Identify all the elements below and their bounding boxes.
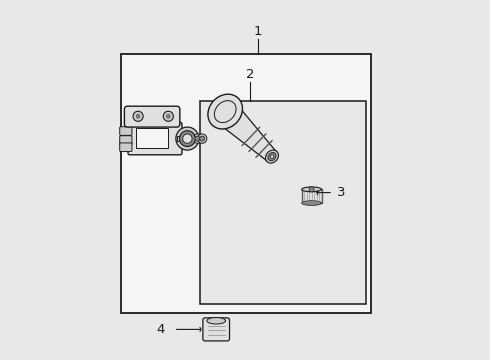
Circle shape [197,134,207,143]
Circle shape [183,134,192,143]
Bar [121,54,371,313]
Circle shape [163,111,173,121]
Circle shape [193,134,202,143]
FancyBboxPatch shape [203,318,229,341]
FancyBboxPatch shape [120,127,132,135]
Ellipse shape [268,153,276,161]
FancyBboxPatch shape [128,122,182,155]
Ellipse shape [266,150,278,163]
Polygon shape [130,124,180,153]
Bar [302,189,321,203]
Circle shape [195,136,200,141]
Text: 3: 3 [337,186,345,199]
Text: 1: 1 [253,25,262,38]
Bar [136,128,169,148]
Circle shape [133,111,143,121]
Ellipse shape [270,155,274,158]
Ellipse shape [207,318,225,324]
Bar [200,101,366,304]
FancyBboxPatch shape [124,106,180,127]
Circle shape [167,114,170,118]
Circle shape [179,131,196,147]
Text: 2: 2 [246,68,255,81]
Ellipse shape [208,94,243,129]
Polygon shape [216,102,276,161]
FancyBboxPatch shape [120,136,132,144]
Circle shape [199,136,205,141]
FancyBboxPatch shape [120,143,132,152]
Polygon shape [126,113,180,124]
Ellipse shape [302,201,321,206]
Text: 4: 4 [156,323,165,336]
Circle shape [309,187,314,192]
Bar [176,136,191,141]
Ellipse shape [302,187,321,192]
Circle shape [136,114,140,118]
Circle shape [176,127,199,150]
